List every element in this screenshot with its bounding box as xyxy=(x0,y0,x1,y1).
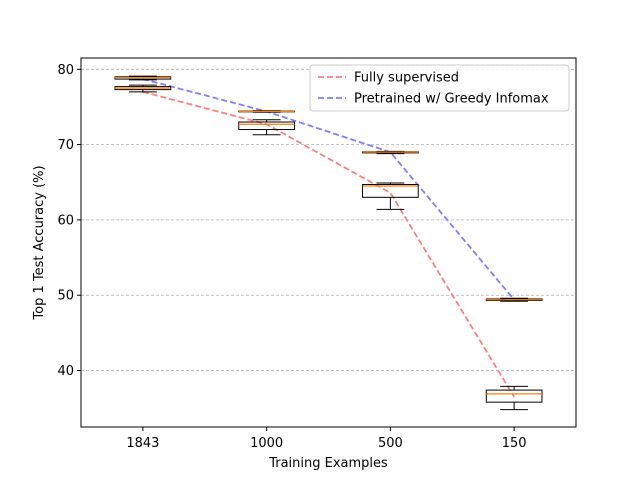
box-0-1000 xyxy=(238,119,295,136)
plot-frame xyxy=(80,57,577,428)
x-axis-label: Training Examples xyxy=(268,456,388,471)
series-line-0 xyxy=(142,91,515,398)
boxes xyxy=(114,75,543,411)
x-tick-label-150: 150 xyxy=(502,436,527,451)
plot-area xyxy=(81,58,576,427)
box-0-1843 xyxy=(114,84,172,93)
x-tick-label-500: 500 xyxy=(378,436,403,451)
legend: Fully supervised Pretrained w/ Greedy Inf… xyxy=(309,64,570,112)
y-axis-label: Top 1 Test Accuracy (%) xyxy=(32,165,47,320)
box-1-500 xyxy=(362,150,419,155)
box-body xyxy=(485,389,543,403)
y-tick-label-80: 80 xyxy=(57,63,74,78)
box-1-150 xyxy=(485,297,543,302)
x-tick-label-1843: 1843 xyxy=(126,436,159,451)
legend-label-1: Pretrained w/ Greedy Infomax xyxy=(354,92,549,107)
legend-frame xyxy=(309,64,570,112)
y-tick-label-50: 50 xyxy=(57,289,74,304)
y-tick-label-40: 40 xyxy=(57,364,74,379)
box-0-150 xyxy=(485,385,543,411)
y-tick-label-70: 70 xyxy=(57,138,74,153)
y-tick-label-60: 60 xyxy=(57,213,74,228)
box-1-1843 xyxy=(114,75,172,81)
box-0-500 xyxy=(362,182,419,210)
series-line-1 xyxy=(142,78,515,301)
box-body xyxy=(238,121,295,131)
x-axis: 1843 1000 500 150 xyxy=(126,427,527,451)
box-1-1000 xyxy=(238,110,295,113)
series-lines xyxy=(142,78,515,398)
legend-label-0: Fully supervised xyxy=(354,71,459,86)
y-axis: 40 50 60 70 80 xyxy=(57,63,81,379)
box-body xyxy=(362,184,419,198)
x-tick-label-1000: 1000 xyxy=(250,436,283,451)
